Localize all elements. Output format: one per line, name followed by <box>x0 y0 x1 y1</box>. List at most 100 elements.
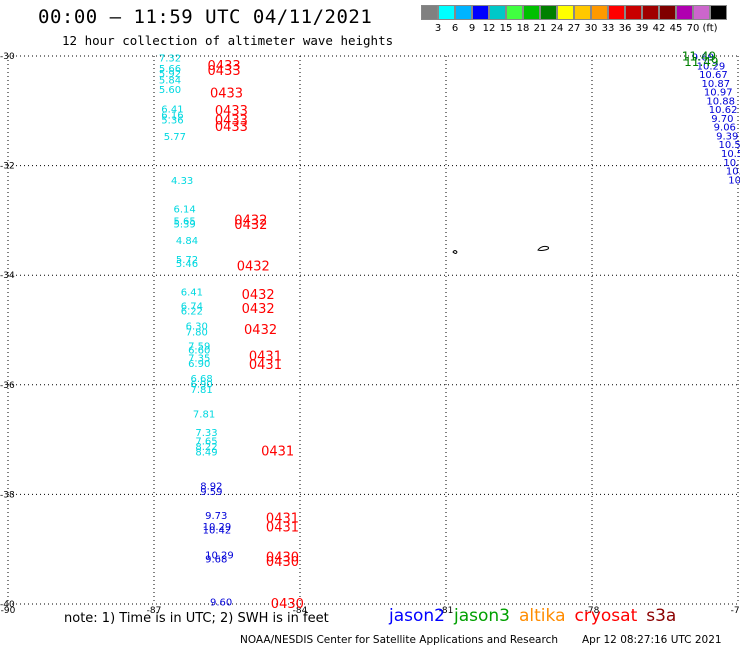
time-label-red: 0433 <box>215 114 248 129</box>
time-label-red: 0431 <box>249 358 282 373</box>
page-title: 00:00 – 11:59 UTC 04/11/2021 <box>38 6 373 28</box>
colorbar-swatch <box>523 5 540 20</box>
time-label-red: 0431 <box>261 445 294 460</box>
swh-label-cyan: 5.39 <box>173 220 195 231</box>
swh-label-blue: 9.59 <box>200 487 222 498</box>
colorbar-label: 33 <box>601 23 615 34</box>
swh-label-blue: 10.42 <box>203 525 232 536</box>
lon-tick-label: -90 <box>1 606 16 616</box>
lat-tick-label: -30 <box>0 52 15 62</box>
lat-tick-label: -40 <box>0 600 15 610</box>
legend-item-altika: altika <box>519 606 566 626</box>
colorbar-label: 42 <box>652 23 666 34</box>
colorbar-label: 15 <box>499 23 513 34</box>
time-label-red: 0430 <box>266 555 299 570</box>
credit-line: NOAA/NESDIS Center for Satellite Applica… <box>240 634 558 646</box>
time-label-red: 0432 <box>242 288 275 303</box>
swh-label-cyan: 7.81 <box>193 409 215 420</box>
colorbar-swatch <box>557 5 574 20</box>
colorbar-label: 24 <box>550 23 564 34</box>
colorbar-label: 3 <box>434 23 442 34</box>
time-label-red: 0433 <box>208 59 241 74</box>
time-label-red: 0430 <box>271 597 304 612</box>
colorbar-label: 21 <box>533 23 547 34</box>
colorbar-swatch <box>693 5 710 20</box>
swh-label-blue: 9.70 <box>711 114 733 125</box>
colorbar-label: 36 <box>618 23 632 34</box>
time-label-red: 0432 <box>237 259 270 274</box>
swh-label-blue: 9.69 <box>692 53 714 64</box>
swh-label-cyan: 6.16 <box>161 111 183 122</box>
swh-label-blue: 9.39 <box>716 131 738 142</box>
swh-label-blue: 9.73 <box>205 511 227 522</box>
colorbar-swatch <box>506 5 523 20</box>
colorbar-label: (ft) <box>702 23 718 34</box>
map-grid <box>7 55 739 605</box>
swh-label-cyan: 7.33 <box>195 428 217 439</box>
swh-label-cyan: 7.81 <box>191 385 213 396</box>
swh-label-cyan: 6.30 <box>186 322 208 333</box>
colorbar-swatch <box>676 5 693 20</box>
colorbar-swatch <box>642 5 659 20</box>
time-label-red: 0433 <box>215 104 248 119</box>
time-label-red: 0430 <box>266 550 299 565</box>
swh-label-cyan: 6.41 <box>181 288 203 299</box>
colorbar-label: 9 <box>468 23 476 34</box>
colorbar-swatch <box>438 5 455 20</box>
legend-item-s3a: s3a <box>646 606 677 626</box>
swh-label-green: 11.49 <box>682 50 716 64</box>
legend-item-jason2: jason2 <box>389 606 445 626</box>
swh-label-cyan: 6.60 <box>188 346 210 357</box>
swh-label-cyan: 6.90 <box>188 359 210 370</box>
colorbar-swatch <box>659 5 676 20</box>
lon-tick-label: -87 <box>147 606 162 616</box>
colorbar-swatch <box>625 5 642 20</box>
lon-tick-label: -75 <box>731 606 740 616</box>
swh-label-cyan: 4.33 <box>171 176 193 187</box>
swh-label-blue: 10.29 <box>205 551 234 562</box>
swh-label-cyan: 5.36 <box>161 116 183 127</box>
swh-label-cyan: 5.77 <box>164 132 186 143</box>
swh-label-blue: 10.29 <box>203 522 232 533</box>
lon-tick-label: -81 <box>439 606 454 616</box>
colorbar-label: 45 <box>669 23 683 34</box>
footer-note: note: 1) Time is in UTC; 2) SWH is in fe… <box>64 611 329 626</box>
colorbar-label: 27 <box>567 23 581 34</box>
colorbar-label: 30 <box>584 23 598 34</box>
time-label-red: 0433 <box>210 86 243 101</box>
swh-label-cyan: 7.35 <box>188 353 210 364</box>
time-label-red: 0433 <box>215 120 248 135</box>
lat-tick-label: -34 <box>0 271 15 281</box>
legend-item-jason3: jason3 <box>454 606 510 626</box>
colorbar-label: 39 <box>635 23 649 34</box>
lon-tick-label: -78 <box>585 606 600 616</box>
swh-label-cyan: 7.65 <box>195 437 217 448</box>
legend-item-cryosat: cryosat <box>574 606 638 626</box>
swh-label-cyan: 5.46 <box>176 259 198 270</box>
lat-tick-label: -32 <box>0 162 15 172</box>
swh-label-blue: 10.53 <box>719 140 740 151</box>
colorbar-label: 12 <box>482 23 496 34</box>
colorbar-swatch <box>710 5 727 20</box>
swh-label-cyan: 4.84 <box>176 236 198 247</box>
swh-label-cyan: 6.68 <box>191 374 213 385</box>
swh-label-green: 11.49 <box>684 55 718 69</box>
swh-label-blue: 8.92 <box>200 482 222 493</box>
colorbar-swatch <box>489 5 506 20</box>
swh-label-cyan: 7.32 <box>159 54 181 65</box>
colorbar-swatch <box>472 5 489 20</box>
swh-label-cyan: 7.80 <box>186 328 208 339</box>
swh-label-cyan: 8.49 <box>195 448 217 459</box>
island-outline <box>537 245 550 251</box>
colorbar-swatch <box>591 5 608 20</box>
island-outlines <box>452 245 550 254</box>
swh-label-blue: 10.52 <box>723 158 740 169</box>
colorbar-swatch <box>455 5 472 20</box>
lat-tick-label: -36 <box>0 381 15 391</box>
page-subtitle: 12 hour collection of altimeter wave hei… <box>62 33 394 48</box>
swh-label-cyan: 5.65 <box>173 216 195 227</box>
swh-label-blue: 10.88 <box>706 96 735 107</box>
swh-labels: 7.325.665.925.845.606.416.165.365.774.33… <box>159 50 740 612</box>
swh-label-cyan: 6.41 <box>161 105 183 116</box>
